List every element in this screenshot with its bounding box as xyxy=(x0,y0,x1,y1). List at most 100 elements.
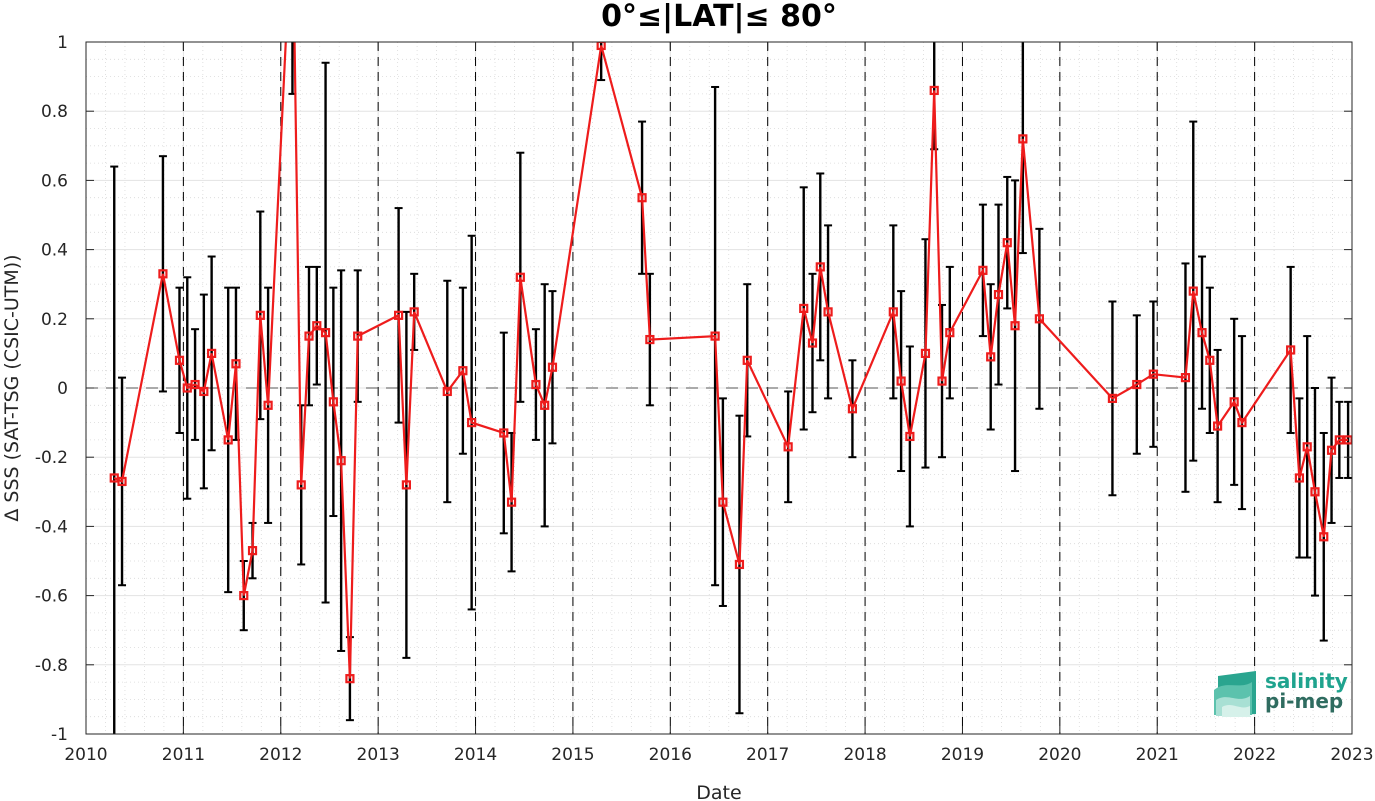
data-point-marker xyxy=(312,321,322,331)
y-tick-label: -0.8 xyxy=(35,656,68,676)
data-point-marker xyxy=(506,497,517,507)
data-point-marker xyxy=(467,418,477,428)
data-point-marker xyxy=(783,442,793,452)
y-tick-label: 0 xyxy=(57,379,68,399)
data-point-marker xyxy=(734,559,745,570)
data-point-marker xyxy=(1132,379,1142,390)
x-tick-label: 2015 xyxy=(551,745,594,765)
y-tick-label: -0.2 xyxy=(35,448,68,468)
data-point-marker xyxy=(1229,397,1239,407)
data-point-marker xyxy=(1002,238,1012,248)
salinity-pi-mep-logo: salinity pi-mep xyxy=(1214,669,1348,717)
x-tick-label: 2014 xyxy=(454,745,497,765)
data-point-marker xyxy=(718,497,728,507)
data-point-marker xyxy=(637,193,647,203)
data-point-marker xyxy=(986,352,996,362)
data-point-marker xyxy=(1213,421,1223,431)
logo-text-pi-mep: pi-mep xyxy=(1265,689,1343,713)
x-tick-label: 2012 xyxy=(259,745,302,765)
data-point-marker xyxy=(1310,487,1320,497)
data-point-marker xyxy=(1294,473,1305,483)
data-point-marker xyxy=(1180,373,1191,383)
data-point-marker xyxy=(345,674,355,684)
data-point-marker xyxy=(320,328,331,338)
data-point-marker xyxy=(742,355,752,365)
data-point-marker xyxy=(1237,418,1247,428)
data-point-marker xyxy=(515,272,525,282)
data-point-marker xyxy=(1319,532,1329,542)
y-tick-label: 0.8 xyxy=(41,102,68,122)
axis-ticks xyxy=(85,41,1353,735)
data-point-marker xyxy=(807,338,818,348)
series-line xyxy=(113,42,1349,679)
x-tick-label: 2023 xyxy=(1330,745,1373,765)
data-point-marker xyxy=(1188,286,1198,296)
data-point-marker xyxy=(158,269,168,279)
y-tick-label: -1 xyxy=(51,725,68,745)
data-point-marker xyxy=(1034,314,1044,324)
data-point-marker xyxy=(394,310,404,320)
data-point-marker xyxy=(905,431,915,442)
data-point-marker xyxy=(645,334,655,345)
data-point-marker xyxy=(547,362,558,372)
data-point-marker xyxy=(499,428,509,438)
x-tick-labels: 2010 2011 2012 2013 2014 2015 2016 2017 2018 2019… xyxy=(64,745,1373,765)
series xyxy=(109,42,1352,684)
data-point-marker xyxy=(888,307,898,317)
data-point-marker xyxy=(1148,369,1158,379)
data-point-marker xyxy=(190,379,200,390)
data-point-marker xyxy=(353,331,363,341)
data-point-marker xyxy=(1286,345,1296,355)
x-tick-label: 2022 xyxy=(1233,745,1276,765)
data-point-marker xyxy=(993,289,1004,300)
data-point-marker xyxy=(263,400,273,410)
x-tick-label: 2021 xyxy=(1136,745,1179,765)
y-tick-label: 0.2 xyxy=(41,310,68,330)
data-point-marker xyxy=(1302,442,1312,452)
y-tick-label: 0.4 xyxy=(41,241,68,261)
data-point-marker xyxy=(174,355,185,365)
x-axis-label: Date xyxy=(696,782,741,801)
x-tick-label: 2010 xyxy=(64,745,107,765)
x-tick-label: 2018 xyxy=(843,745,886,765)
data-point-marker xyxy=(847,404,858,414)
y-axis-label: Δ SSS (SAT-TSG (CSIC-UTM)) xyxy=(1,254,23,521)
data-point-marker xyxy=(1010,321,1020,331)
x-tick-label: 2020 xyxy=(1038,745,1081,765)
x-tick-label: 2016 xyxy=(649,745,692,765)
y-tick-label: -0.6 xyxy=(35,587,68,607)
x-tick-label: 2017 xyxy=(746,745,789,765)
data-point-marker xyxy=(1197,328,1207,338)
chart-title: 0°≤|LAT|≤ 80° xyxy=(601,0,837,34)
data-point-marker xyxy=(823,307,833,317)
data-point-marker xyxy=(199,386,209,397)
data-point-marker xyxy=(896,376,906,386)
data-point-marker xyxy=(328,397,338,407)
data-point-marker xyxy=(442,386,452,397)
data-point-marker xyxy=(815,262,825,272)
data-point-marker xyxy=(304,331,314,341)
y-tick-labels: -1 -0.8 -0.6 -0.4 -0.2 0 0.2 0.4 0.6 0.8 1 xyxy=(35,33,68,745)
data-point-marker xyxy=(296,480,306,490)
data-point-marker xyxy=(1334,435,1344,445)
x-tick-label: 2019 xyxy=(941,745,984,765)
data-point-marker xyxy=(1018,134,1028,144)
data-point-marker xyxy=(409,307,419,317)
data-point-marker xyxy=(255,310,265,320)
data-point-marker xyxy=(117,476,127,487)
data-point-marker xyxy=(596,42,606,51)
y-tick-label: 1 xyxy=(57,33,68,53)
data-point-marker xyxy=(458,366,468,376)
data-point-marker xyxy=(710,331,720,341)
data-point-marker xyxy=(207,348,217,358)
y-tick-label: -0.4 xyxy=(35,517,68,537)
y-tick-label: 0.6 xyxy=(41,171,68,191)
data-point-marker xyxy=(937,376,947,386)
logo-waves-icon xyxy=(1214,671,1256,717)
data-point-marker xyxy=(531,379,541,390)
x-tick-label: 2013 xyxy=(357,745,400,765)
data-point-marker xyxy=(920,348,931,358)
data-point-marker xyxy=(247,546,258,556)
data-point-marker xyxy=(1326,445,1337,455)
